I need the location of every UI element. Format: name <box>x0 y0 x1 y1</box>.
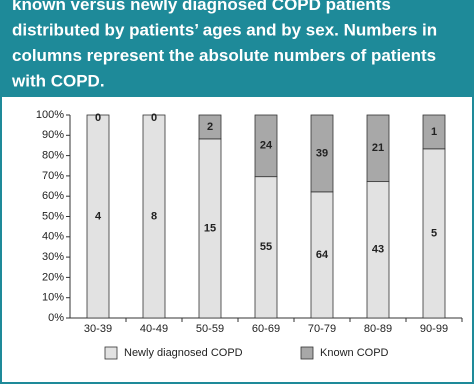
x-tick-label: 90-99 <box>420 323 448 335</box>
legend-label: Known COPD <box>320 347 389 359</box>
y-tick-label: 0% <box>48 312 64 324</box>
header-line: distributed by patients’ ages and by sex… <box>12 21 437 40</box>
y-tick-label: 20% <box>42 271 64 283</box>
bar-segment <box>142 114 166 319</box>
legend-swatch <box>300 346 314 360</box>
value-label: 24 <box>260 140 273 152</box>
y-tick-label: 80% <box>42 150 64 162</box>
x-tick-label: 70-79 <box>308 323 336 335</box>
value-label: 2 <box>207 121 213 133</box>
value-label: 5 <box>431 227 437 239</box>
value-label: 55 <box>260 241 272 253</box>
y-tick-label: 60% <box>42 190 64 202</box>
legend-label: Newly diagnosed COPD <box>124 347 243 359</box>
y-tick-label: 50% <box>42 210 64 222</box>
value-label: 39 <box>316 147 328 159</box>
y-tick-label: 10% <box>42 292 64 304</box>
value-label: 8 <box>151 210 157 222</box>
x-tick-label: 60-69 <box>252 323 280 335</box>
x-tick-label: 80-89 <box>364 323 392 335</box>
value-label: 0 <box>95 112 101 124</box>
header-band <box>0 0 474 96</box>
y-tick-label: 30% <box>42 251 64 263</box>
x-tick-label: 50-59 <box>196 323 224 335</box>
value-label: 0 <box>151 112 157 124</box>
value-label: 43 <box>372 244 384 256</box>
bar-segment <box>86 114 110 319</box>
header-line: columns represent the absolute numbers o… <box>12 46 436 65</box>
header-line: with COPD. <box>11 72 105 91</box>
x-tick-label: 30-39 <box>84 323 112 335</box>
x-tick-label: 40-49 <box>140 323 168 335</box>
y-tick-label: 40% <box>42 231 64 243</box>
bar-segment <box>254 114 278 178</box>
value-label: 21 <box>372 142 384 154</box>
y-tick-label: 70% <box>42 170 64 182</box>
value-label: 4 <box>95 210 102 222</box>
bar-segment <box>366 114 390 183</box>
header-line: known versus newly diagnosed COPD patien… <box>12 0 391 14</box>
y-tick-label: 100% <box>36 109 64 121</box>
value-label: 1 <box>431 126 437 138</box>
y-tick-label: 90% <box>42 129 64 141</box>
value-label: 64 <box>316 249 329 261</box>
bar-segment <box>422 114 446 150</box>
legend-swatch <box>104 346 118 360</box>
bar-segment <box>198 114 222 140</box>
bar-segment <box>310 114 334 193</box>
frame <box>0 95 474 384</box>
value-label: 15 <box>204 222 216 234</box>
